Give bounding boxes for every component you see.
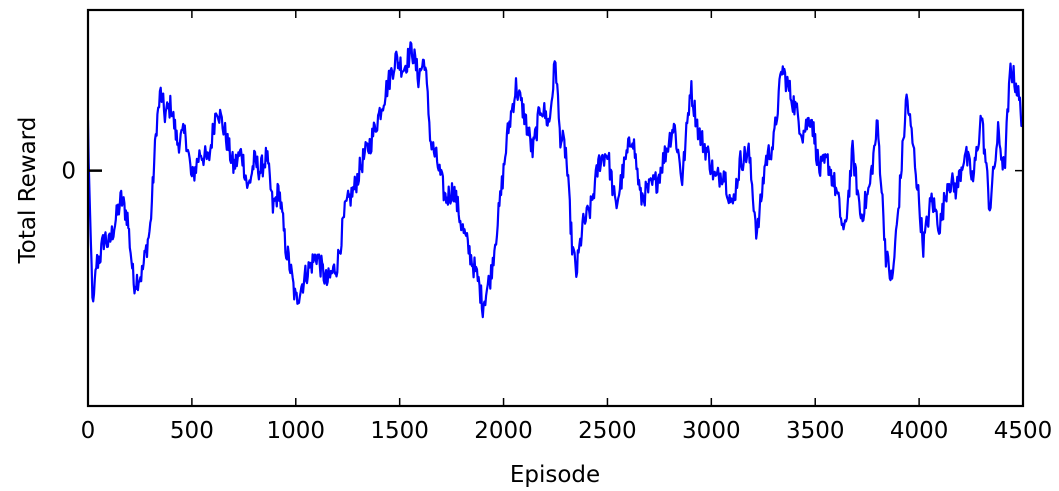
x-tick-label: 2000 [474, 418, 533, 444]
x-tick-label: 1500 [370, 418, 429, 444]
x-tick-label: 500 [170, 418, 214, 444]
y-axis-label: Total Reward [15, 117, 41, 265]
x-tick-label: 3500 [786, 418, 845, 444]
x-tick-label: 2500 [578, 418, 637, 444]
x-tick-label: 3000 [682, 418, 741, 444]
x-axis-label: Episode [510, 462, 600, 488]
x-tick-label: 0 [81, 418, 96, 444]
series-line-0 [88, 41, 1023, 319]
y-axis-ticks: 0 [61, 159, 1023, 185]
x-tick-label: 4500 [994, 418, 1053, 444]
plot-lines-group [88, 41, 1023, 319]
x-tick-label: 1000 [267, 418, 326, 444]
x-tick-label: 4000 [890, 418, 949, 444]
plot-frame [86, 8, 1025, 408]
y-tick-label: 0 [61, 159, 76, 185]
x-axis-ticks: 0 500 1000 1500 2000 2500 3000 3500 4000 4500 [81, 10, 1053, 444]
